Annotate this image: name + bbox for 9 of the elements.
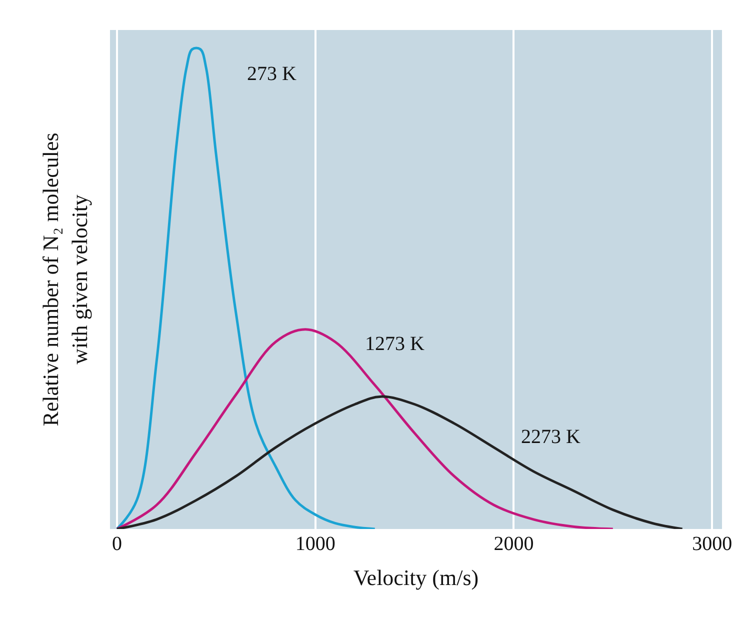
x-tick-label: 1000 <box>295 533 336 555</box>
series-label: 1273 K <box>365 333 425 355</box>
series-label: 2273 K <box>521 426 581 448</box>
y-axis-title: Relative number of N₂ molecules with given velocity <box>38 132 92 426</box>
x-tick-label: 3000 <box>692 533 732 555</box>
x-axis-title: Velocity (m/s) <box>353 564 479 590</box>
series-label: 273 K <box>247 63 297 85</box>
x-tick-label: 2000 <box>494 533 534 555</box>
x-tick-label: 0 <box>112 533 122 555</box>
